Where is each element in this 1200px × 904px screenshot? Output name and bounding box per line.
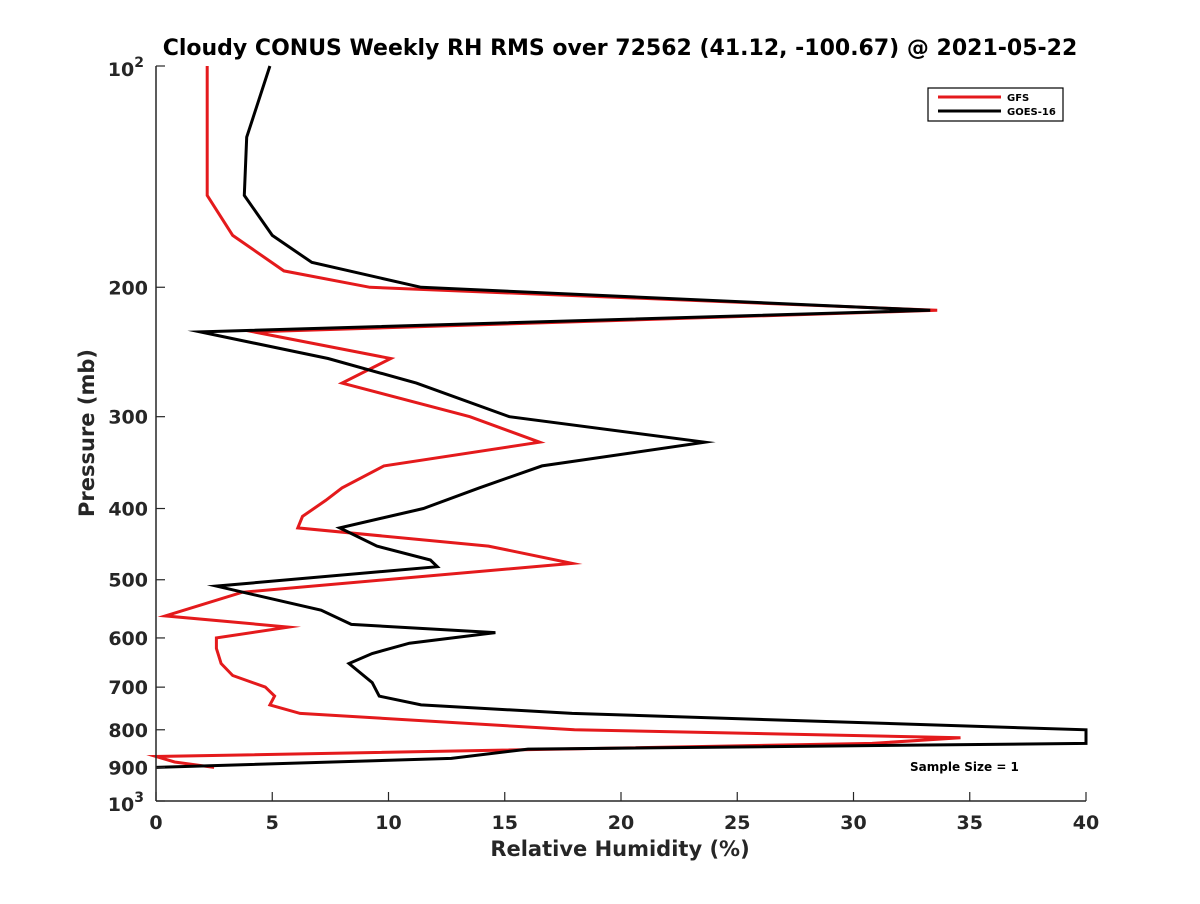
y-tick-label: 800 [108,720,148,742]
x-axis-label: Relative Humidity (%) [490,837,749,861]
x-tick-label: 15 [492,812,518,834]
plot-area: 0 5 10 15 20 25 30 35 40 102 200 300 400 500 600 700 80… [108,55,1099,834]
x-tick-label: 40 [1073,812,1099,834]
sample-size-annotation: Sample Size = 1 [910,760,1019,774]
series-layer [146,65,1088,769]
x-tick-label: 20 [608,812,634,834]
x-tick-label: 35 [957,812,983,834]
chart-title: Cloudy CONUS Weekly RH RMS over 72562 (4… [163,36,1078,61]
legend: GFS GOES-16 [927,87,1064,122]
y-tick-label: 700 [108,677,148,699]
y-tick-label: 900 [108,757,148,779]
y-axis-label: Pressure (mb) [75,349,99,517]
x-axis: 0 5 10 15 20 25 30 35 40 [149,792,1099,834]
legend-box [927,87,1064,122]
y-axis: 102 200 300 400 500 600 700 800 900 103 [108,55,165,816]
x-tick-label: 25 [724,812,750,834]
x-tick-label: 10 [375,812,401,834]
y-tick-label: 103 [108,790,144,816]
y-tick-label: 102 [108,55,144,81]
x-tick-label: 0 [149,812,162,834]
x-tick-label: 5 [266,812,279,834]
axes-frame [156,66,1086,801]
legend-label-gfs: GFS [1007,93,1029,104]
series-line-goes-16 [155,65,1088,769]
y-tick-label: 300 [108,407,148,429]
y-tick-label: 600 [108,628,148,650]
x-tick-label: 30 [840,812,866,834]
y-tick-label: 200 [108,277,148,299]
y-tick-label: 400 [108,499,148,521]
y-tick-label: 500 [108,570,148,592]
legend-label-goes-16: GOES-16 [1007,107,1056,118]
